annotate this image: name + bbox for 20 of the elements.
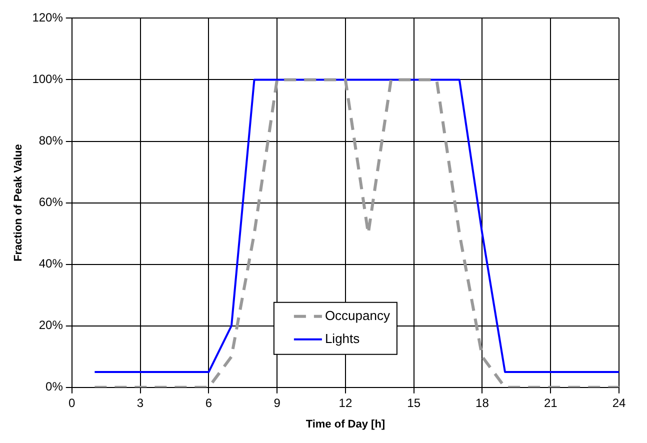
x-tick-label: 15 <box>407 396 421 410</box>
x-tick-label: 18 <box>476 396 490 410</box>
x-tick-label: 0 <box>68 396 76 410</box>
y-tick-label: 120% <box>32 10 64 25</box>
y-tick-label: 0% <box>46 380 64 394</box>
x-tick-label: 6 <box>205 396 212 410</box>
y-tick-label: 40% <box>38 256 64 271</box>
x-tick-label: 3 <box>136 396 144 410</box>
legend-label: Lights <box>324 330 360 346</box>
x-tick-label: 21 <box>544 396 558 410</box>
x-tick-label: 24 <box>612 396 626 410</box>
y-axis-title: Fraction of Peak Value <box>12 144 25 262</box>
x-tick-label: 9 <box>274 396 281 410</box>
y-tick-label: 80% <box>38 134 64 148</box>
x-tick-label: 12 <box>338 396 352 410</box>
y-tick-label: 60% <box>38 195 64 210</box>
x-axis-title: Time of Day [h] <box>306 418 386 430</box>
legend-label: Occupancy <box>324 308 390 323</box>
y-tick-label: 100% <box>32 72 64 86</box>
y-tick-label: 20% <box>38 318 64 332</box>
